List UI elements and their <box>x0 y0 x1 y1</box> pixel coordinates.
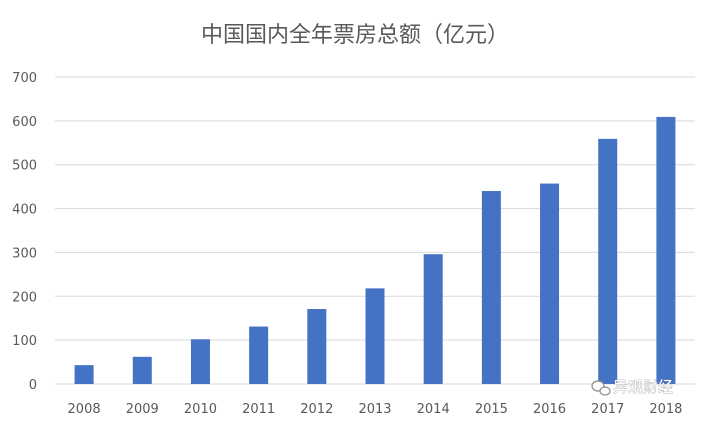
bar-2010 <box>190 339 210 384</box>
x-tick-label: 2012 <box>300 402 333 417</box>
x-tick-label: 2017 <box>591 402 624 417</box>
watermark: 异观财经 <box>591 378 673 396</box>
bar-2011 <box>249 326 269 384</box>
x-tick-label: 2018 <box>649 402 682 417</box>
bar-2016 <box>540 183 560 384</box>
x-tick-label: 2013 <box>358 402 391 417</box>
bar-2017 <box>598 138 618 384</box>
y-tick-label: 500 <box>12 159 37 174</box>
x-tick-label: 2011 <box>242 402 275 417</box>
bar-2009 <box>132 356 152 384</box>
y-tick-label: 400 <box>12 203 37 218</box>
bar-2013 <box>365 288 385 384</box>
y-tick-label: 100 <box>12 334 37 349</box>
watermark-text: 异观财经 <box>613 378 673 396</box>
chart-title: 中国国内全年票房总额（亿元） <box>201 23 509 48</box>
y-tick-label: 700 <box>12 71 37 86</box>
x-tick-label: 2014 <box>417 402 450 417</box>
y-tick-label: 600 <box>12 115 37 130</box>
bar-2008 <box>74 365 94 384</box>
x-tick-label: 2010 <box>184 402 217 417</box>
x-axis-ticks: 2008 2009 2010 2011 2012 2013 2014 2015 2016 2017… <box>68 402 683 417</box>
bar-2018 <box>656 116 676 384</box>
x-tick-label: 2016 <box>533 402 566 417</box>
bar-2012 <box>307 309 327 384</box>
x-tick-label: 2008 <box>68 402 101 417</box>
x-tick-label: 2015 <box>475 402 508 417</box>
bars <box>74 116 676 384</box>
bar-2015 <box>481 191 501 384</box>
y-axis-ticks: 0 100 200 300 400 500 600 700 <box>12 71 37 393</box>
y-tick-label: 0 <box>29 378 37 393</box>
bar-2014 <box>423 254 443 384</box>
y-tick-label: 200 <box>12 290 37 305</box>
x-tick-label: 2009 <box>126 402 159 417</box>
wechat-icon <box>591 380 611 396</box>
y-tick-label: 300 <box>12 246 37 261</box>
